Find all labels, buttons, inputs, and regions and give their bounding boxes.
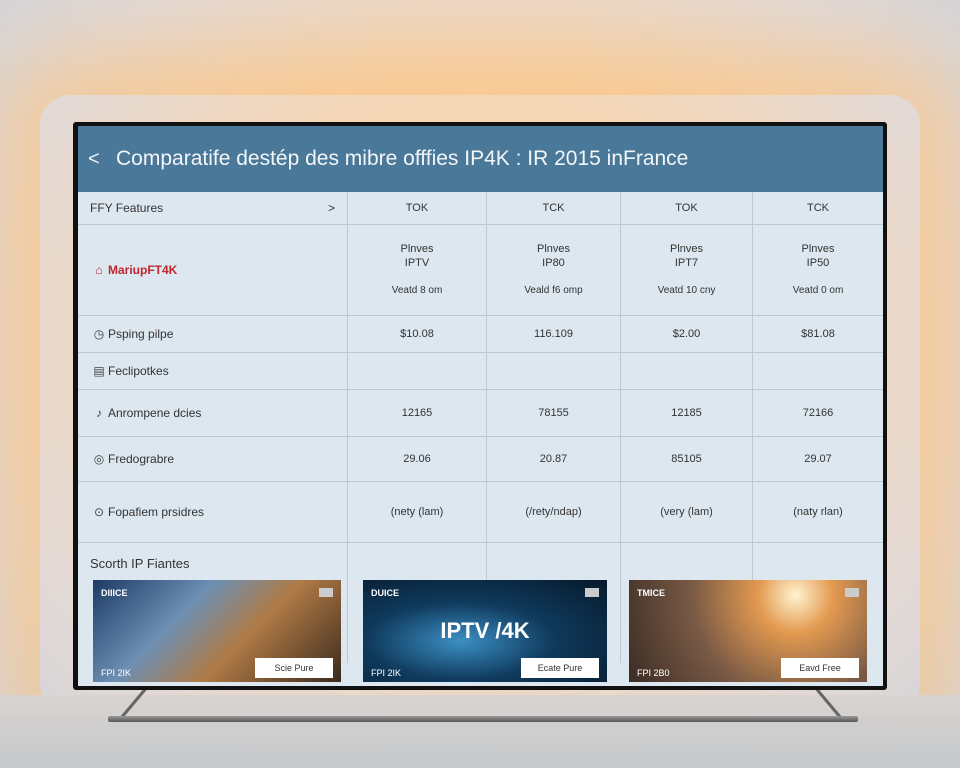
plan-note: Veatd 0 om [792, 285, 844, 296]
column-header: TOK [621, 192, 753, 224]
value-cell: (nety (lam) [348, 482, 487, 542]
badge-icon [845, 588, 859, 597]
feature-label-cell: ◷ Psping pilpe [78, 316, 348, 352]
plan-cell[interactable]: Plnves IPT7 Veatd 10 cny [621, 225, 753, 315]
brand-cell: ⌂ MariupFT4K [78, 225, 348, 315]
brand-icon: ⌂ [95, 263, 103, 277]
offer-card[interactable]: DUICE IPTV /4K FPI 2IK Ecate Pure [363, 580, 607, 682]
tv-screen: < Comparatife destép des mibre offfies I… [78, 126, 883, 686]
card-button[interactable]: Scie Pure [255, 658, 333, 678]
card-price: FPI 2IK [101, 668, 132, 678]
brand-name: MariupFT4K [108, 263, 178, 277]
feature-label-cell: ◎ Fredograbre [78, 437, 348, 481]
play-icon: ⊙ [93, 505, 105, 519]
value-cell: 72166 [802, 407, 834, 419]
plan-sub: IPTV [404, 257, 430, 269]
feature-label: Fredograbre [108, 452, 175, 466]
card-headline: IPTV /4K [440, 618, 530, 643]
plan-sub: IPT7 [674, 257, 699, 269]
plan-sub: IP80 [542, 257, 565, 269]
value-cell: 116.109 [487, 316, 621, 352]
header-bar: < Comparatife destép des mibre offfies I… [78, 126, 883, 192]
table-row: ▤ Feclipotkes [78, 353, 883, 390]
value-cell: $81.08 [801, 328, 835, 340]
table-row: ⊙ Fopafiem prsidres (nety (lam) (/rety/ndap… [78, 482, 883, 543]
feature-label: Feclipotkes [108, 364, 169, 378]
card-button[interactable]: Eavd Free [781, 658, 859, 678]
feature-label: Anrompene dcies [108, 406, 202, 420]
cards-section-label: Scorth IP Fiantes [90, 556, 190, 571]
badge-icon [585, 588, 599, 597]
card-tag: DIIICE [101, 588, 128, 598]
plan-cell[interactable]: Plnves IPTV Veatd 8 om [348, 225, 487, 315]
value-cell [348, 353, 487, 389]
column-header: TCK [807, 202, 829, 214]
offer-card[interactable]: DIIICE FPI 2IK Scie Pure [93, 580, 341, 682]
feature-label: Fopafiem prsidres [108, 505, 205, 519]
feature-label: Psping pilpe [108, 327, 174, 341]
floor [0, 695, 960, 768]
value-cell: 12185 [621, 390, 753, 436]
value-cell: 85105 [621, 437, 753, 481]
card-tag: DUICE [371, 588, 400, 598]
plan-note: Veatd 8 om [391, 285, 443, 296]
column-header: TOK [348, 192, 487, 224]
globe-icon: ◎ [93, 452, 105, 466]
column-header: TCK [487, 192, 621, 224]
offer-card[interactable]: TMICE FPI 2B0 Eavd Free [629, 580, 867, 682]
plan-name: Plnves [801, 243, 835, 255]
feature-label-cell: ♪ Anrompene dcies [78, 390, 348, 436]
value-cell: 78155 [487, 390, 621, 436]
value-cell: (/rety/ndap) [487, 482, 621, 542]
table-row: ◷ Psping pilpe $10.08 116.109 $2.00 $81.08 [78, 316, 883, 353]
table-row: ♪ Anrompene dcies 12165 78155 12185 72166 [78, 390, 883, 437]
value-cell [621, 353, 753, 389]
card-price: FPI 2B0 [637, 668, 670, 678]
features-label: FFY Features [90, 201, 164, 215]
value-cell: 29.06 [348, 437, 487, 481]
value-cell: 12165 [348, 390, 487, 436]
value-cell: (naty rlan) [793, 506, 843, 518]
value-cell [753, 353, 883, 389]
plan-note: Veald f6 omp [524, 285, 583, 296]
plan-sub: IP50 [806, 257, 830, 269]
card-price: FPI 2IK [371, 668, 402, 678]
plan-name: Plnves [400, 243, 434, 255]
plan-cell[interactable]: Plnves IP80 Veald f6 omp [487, 225, 621, 315]
value-cell: $2.00 [621, 316, 753, 352]
value-cell: 20.87 [487, 437, 621, 481]
card-tag: TMICE [637, 588, 665, 598]
note-icon: ♪ [96, 406, 102, 420]
plan-note: Veatd 10 cny [657, 285, 716, 296]
value-cell: 29.07 [804, 453, 832, 465]
feature-label-cell: ⊙ Fopafiem prsidres [78, 482, 348, 542]
page-title: Comparatife destép des mibre offfies IP4… [116, 147, 689, 170]
chevron-right-icon[interactable]: > [327, 201, 335, 215]
plan-row: ⌂ MariupFT4K Plnves IPTV Veatd 8 om Plnves I… [78, 225, 883, 316]
feature-label-cell: ▤ Feclipotkes [78, 353, 348, 389]
features-header[interactable]: FFY Features > [78, 192, 348, 224]
comparison-table: FFY Features > TOK TCK TOK TCK ⌂ MariupFT… [78, 192, 883, 663]
value-cell: $10.08 [348, 316, 487, 352]
value-cell [487, 353, 621, 389]
table-row: ◎ Fredograbre 29.06 20.87 85105 29.07 [78, 437, 883, 482]
tv-stand [108, 716, 858, 722]
plan-name: Plnves [669, 243, 704, 255]
chevron-left-icon[interactable]: < [88, 147, 100, 170]
plan-name: Plnves [536, 243, 571, 255]
card-button[interactable]: Ecate Pure [521, 658, 599, 678]
plan-cell[interactable]: Plnves IP50 Veatd 0 om [753, 225, 883, 315]
clock-icon: ◷ [93, 327, 105, 341]
tv: < Comparatife destép des mibre offfies I… [73, 122, 887, 690]
clipboard-icon: ▤ [93, 364, 105, 378]
table-header-row: FFY Features > TOK TCK TOK TCK [78, 192, 883, 225]
value-cell: (very (lam) [621, 482, 753, 542]
badge-icon [319, 588, 333, 597]
